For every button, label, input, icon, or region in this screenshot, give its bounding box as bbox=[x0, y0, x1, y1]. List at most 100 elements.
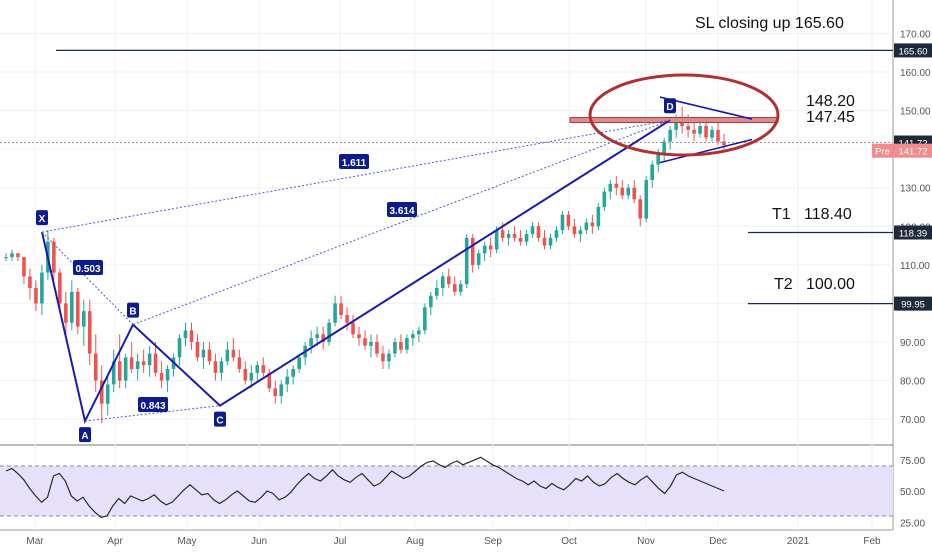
candle-body bbox=[327, 322, 331, 342]
price-axis-tick-label: 80.00 bbox=[900, 377, 925, 388]
grid-layer bbox=[0, 0, 893, 530]
ratio-label: 0.843 bbox=[140, 401, 165, 412]
candle-body bbox=[626, 187, 631, 196]
candle-body bbox=[429, 295, 433, 308]
price-tag-badge bbox=[894, 296, 932, 311]
zone-top-text: 148.20 bbox=[806, 93, 855, 110]
ratio-badge bbox=[339, 154, 369, 169]
candle-body bbox=[650, 164, 654, 180]
candle-body bbox=[554, 230, 559, 238]
candle-body bbox=[722, 141, 726, 146]
candle-body bbox=[411, 334, 415, 339]
candle-body bbox=[512, 234, 517, 238]
candle-body bbox=[399, 342, 403, 350]
time-axis-tick-label: Nov bbox=[637, 536, 655, 547]
time-axis-tick-label: Apr bbox=[107, 536, 123, 547]
t1-annotation-text: T1 118.40 bbox=[772, 206, 852, 223]
candle-body bbox=[111, 361, 116, 385]
candle-body bbox=[674, 118, 678, 130]
time-axis-tick-label: Dec bbox=[709, 536, 727, 547]
rsi-line bbox=[5, 456, 725, 518]
rsi-band bbox=[0, 466, 893, 516]
candle-body bbox=[452, 284, 457, 292]
candle-body bbox=[249, 372, 254, 381]
candle-body bbox=[506, 234, 511, 238]
price-axis-tick-label: 90.00 bbox=[900, 338, 925, 349]
candle-body bbox=[99, 380, 104, 404]
candle-body bbox=[405, 338, 409, 350]
candle-body bbox=[213, 361, 218, 373]
candle-body bbox=[704, 126, 708, 138]
candle-body bbox=[16, 253, 20, 258]
candle-body bbox=[315, 334, 319, 339]
pattern-point-label: C bbox=[216, 416, 223, 427]
time-axis-tick-label: Sep bbox=[484, 536, 502, 547]
candle-body bbox=[34, 288, 38, 304]
candle-body bbox=[117, 361, 122, 381]
candle-body bbox=[440, 276, 445, 288]
candle-body bbox=[357, 334, 361, 339]
candle-body bbox=[518, 237, 523, 242]
candle-body bbox=[297, 357, 301, 369]
candle-body bbox=[123, 357, 128, 381]
candle-body bbox=[644, 180, 649, 219]
price-axis-tick-label: 150.00 bbox=[900, 107, 931, 118]
candle-body bbox=[620, 187, 625, 196]
candle-body bbox=[560, 214, 565, 231]
candle-body bbox=[345, 315, 349, 323]
candle-body bbox=[572, 226, 577, 234]
candle-body bbox=[159, 372, 164, 381]
candle-body bbox=[435, 288, 439, 296]
time-axis-tick-label: Aug bbox=[406, 536, 424, 547]
pattern-point-badge bbox=[79, 427, 91, 443]
candle-body bbox=[536, 226, 541, 238]
candle-body bbox=[243, 369, 248, 381]
candle-body bbox=[4, 257, 8, 259]
candle-body bbox=[423, 307, 427, 331]
price-axis-tick-label: 160.00 bbox=[900, 68, 931, 79]
candle-body bbox=[596, 207, 601, 227]
pattern-point-badge bbox=[214, 411, 226, 427]
zone-bottom-text: 147.45 bbox=[806, 109, 855, 126]
candle-body bbox=[590, 222, 595, 227]
pattern-point-label: D bbox=[666, 102, 673, 113]
candle-body bbox=[135, 361, 140, 369]
ratio-label: 1.611 bbox=[342, 158, 367, 169]
candle-body bbox=[321, 334, 325, 342]
candle-body bbox=[129, 357, 134, 369]
price-tag-label: 118.39 bbox=[899, 228, 927, 239]
candle-body bbox=[261, 365, 266, 373]
pattern-point-label: X bbox=[39, 214, 46, 225]
candle-body bbox=[147, 353, 152, 366]
candle-body bbox=[87, 311, 92, 354]
current-price-tag-badge bbox=[872, 143, 932, 158]
candle-body bbox=[165, 369, 170, 381]
candle-body bbox=[351, 322, 355, 335]
overlay-layer: X A B C D 0.503 0.843 3.614 1.611 bbox=[0, 49, 893, 443]
candle-body bbox=[333, 303, 337, 323]
candle-body bbox=[662, 141, 666, 153]
ratio-label: 0.503 bbox=[75, 264, 100, 275]
current-price-tag-value: 141.72 bbox=[898, 147, 927, 158]
candle-body bbox=[141, 361, 146, 366]
candle-body bbox=[183, 330, 188, 339]
candle-body bbox=[201, 349, 206, 358]
price-axis-tick-label: 170.00 bbox=[900, 29, 931, 40]
price-axis-tick-label: 130.00 bbox=[900, 184, 931, 195]
price-tag-label: 99.95 bbox=[901, 300, 925, 311]
candle-body bbox=[446, 276, 451, 285]
triangle-lower-line bbox=[659, 138, 753, 164]
price-tag-label: 165.60 bbox=[898, 46, 927, 57]
pattern-point-badge bbox=[127, 302, 139, 318]
candle-body bbox=[291, 369, 295, 377]
candle-body bbox=[64, 303, 68, 323]
candle-body bbox=[10, 253, 14, 258]
candle-body bbox=[195, 342, 200, 358]
current-price-tag-prefix: Pre bbox=[875, 147, 890, 158]
harmonic-ratio-line bbox=[41, 231, 134, 325]
candle-body bbox=[105, 384, 110, 404]
candle-body bbox=[279, 384, 284, 396]
candle-body bbox=[369, 342, 373, 346]
candle-body bbox=[273, 388, 278, 396]
